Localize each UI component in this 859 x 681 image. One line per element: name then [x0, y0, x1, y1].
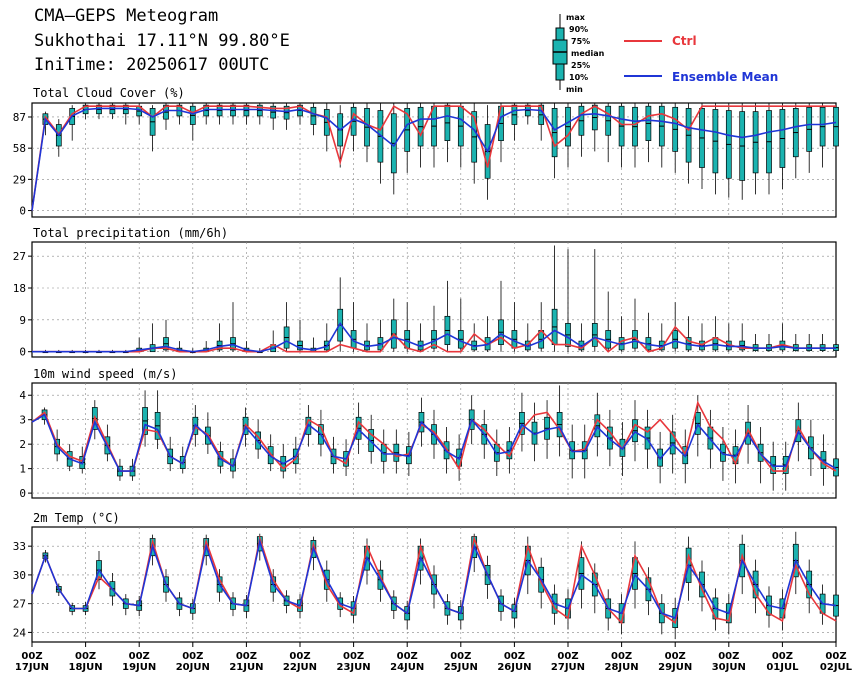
x-tick-date: 28JUN — [605, 662, 639, 673]
y-tick-label: 18 — [13, 282, 26, 295]
x-tick-date: 27JUN — [551, 662, 585, 673]
ctrl-line — [32, 325, 836, 353]
panel-frame — [31, 382, 837, 499]
x-tick-date: 24JUN — [390, 662, 424, 673]
legend-key-10: 10% — [569, 73, 588, 82]
panel-title: Total Cloud Cover (%) — [33, 86, 185, 100]
x-tick-time: 00Z — [343, 651, 364, 662]
x-tick-date: 20JUN — [176, 662, 210, 673]
y-tick-label: 0 — [19, 487, 26, 500]
y-tick-label: 9 — [19, 314, 26, 327]
legend-ctrl-label: Ctrl — [672, 34, 697, 48]
x-tick-time: 00Z — [21, 651, 42, 662]
ctrl-line — [31, 105, 836, 211]
y-tick-label: 0 — [19, 346, 26, 359]
panel-title: Total precipitation (mm/6h) — [33, 226, 228, 240]
y-tick-label: 0 — [19, 205, 26, 218]
x-tick-date: 29JUN — [658, 662, 692, 673]
x-tick-time: 00Z — [182, 651, 203, 662]
panel-3: 2m Temp (°C) 24 27 30 33 — [13, 511, 839, 643]
panel-0: Total Cloud Cover (%) 0 29 58 87 — [13, 86, 839, 218]
legend-key-max: max — [566, 13, 586, 22]
x-tick-time: 00Z — [718, 651, 739, 662]
y-tick-label: 27 — [13, 250, 26, 263]
panel-title: 2m Temp (°C) — [33, 511, 120, 525]
y-tick-label: 87 — [13, 111, 26, 124]
init-time-label: IniTime: 20250617 00UTC — [34, 55, 270, 75]
y-tick-label: 58 — [13, 142, 26, 155]
x-tick-date: 19JUN — [122, 662, 156, 673]
y-tick-label: 3 — [19, 414, 26, 427]
panel-1: Total precipitation (mm/6h) 0 9 18 27 — [13, 226, 839, 359]
x-tick-date: 02JUL — [820, 662, 853, 673]
x-tick-date: 30JUN — [712, 662, 746, 673]
y-tick-label: 30 — [13, 569, 26, 582]
x-tick-date: 18JUN — [69, 662, 103, 673]
y-tick-label: 27 — [13, 598, 26, 611]
legend-key-75: 75% — [571, 37, 590, 46]
x-tick-time: 00Z — [557, 651, 578, 662]
location-label: Sukhothai 17.11°N 99.80°E — [34, 31, 290, 51]
x-axis: 00Z17JUN00Z18JUN00Z19JUN00Z20JUN00Z21JUN… — [15, 642, 853, 673]
legend-key-25: 25% — [571, 61, 590, 70]
x-tick-date: 21JUN — [229, 662, 263, 673]
panel-2: 10m wind speed (m/s) 0 1 2 3 4 — [19, 367, 839, 500]
ensemble-mean-line — [31, 413, 837, 472]
x-tick-date: 23JUN — [337, 662, 371, 673]
y-tick-label: 29 — [13, 173, 26, 186]
legend-key-median-label: median — [571, 49, 605, 58]
legend-key: max 90% 75% median 25% 10% min — [552, 13, 605, 94]
x-tick-time: 00Z — [397, 651, 418, 662]
y-tick-label: 24 — [13, 626, 27, 639]
legend-key-90: 90% — [569, 25, 588, 34]
legend-key-min: min — [566, 85, 583, 94]
legend-mean-label: Ensemble Mean — [672, 70, 778, 84]
x-tick-time: 00Z — [450, 651, 471, 662]
ensemble-mean-line — [31, 538, 837, 620]
x-tick-time: 00Z — [825, 651, 846, 662]
y-tick-label: 33 — [13, 540, 26, 553]
panel-title: 10m wind speed (m/s) — [33, 367, 178, 381]
x-tick-time: 00Z — [289, 651, 310, 662]
x-tick-time: 00Z — [772, 651, 793, 662]
ensemble-mean-line — [32, 321, 836, 353]
x-tick-date: 01JUL — [766, 662, 799, 673]
x-tick-time: 00Z — [611, 651, 632, 662]
panel-frame — [31, 241, 837, 358]
chart-title: CMA—GEPS Meteogram — [34, 6, 219, 26]
x-tick-time: 00Z — [665, 651, 686, 662]
y-tick-label: 2 — [19, 438, 26, 451]
ensemble-mean-line — [31, 107, 837, 211]
x-tick-time: 00Z — [75, 651, 96, 662]
x-tick-time: 00Z — [129, 651, 150, 662]
y-tick-label: 4 — [19, 389, 26, 402]
x-tick-date: 22JUN — [283, 662, 317, 673]
x-tick-date: 25JUN — [444, 662, 478, 673]
x-tick-date: 26JUN — [497, 662, 531, 673]
legend: Ctrl Ensemble Mean — [624, 34, 778, 84]
x-tick-time: 00Z — [504, 651, 525, 662]
x-tick-date: 17JUN — [15, 662, 49, 673]
x-tick-time: 00Z — [236, 651, 257, 662]
y-tick-label: 1 — [19, 463, 26, 476]
